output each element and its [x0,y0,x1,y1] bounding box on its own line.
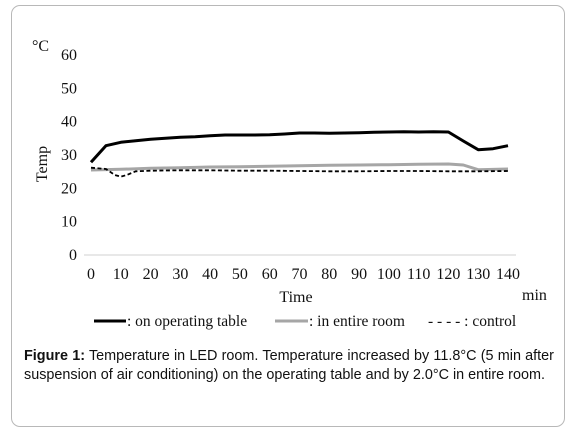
x-axis-label: Time [279,289,312,306]
x-tick-label: 100 [377,266,401,283]
legend-label-3: - - - - : control [428,313,516,330]
y-tick-label: 20 [61,180,77,197]
chart-series [89,130,509,178]
figure-frame [11,5,565,427]
y-tick-label: 30 [61,147,77,164]
x-tick-label: 60 [262,266,278,283]
y-tick-label: 40 [61,114,77,131]
x-tick-label: 120 [436,266,460,283]
series-line-2 [90,162,509,172]
x-tick-label: 0 [87,266,95,283]
y-tick-labels: 0 10 20 30 40 50 60 [61,47,77,264]
x-tick-label: 110 [407,266,430,283]
x-tick-label: 20 [143,266,159,283]
chart-legend: : on operating table : in entire room - - … [94,313,516,330]
legend-label-2: : in entire room [309,313,405,330]
y-tick-label: 50 [61,80,77,97]
y-tick-label: 60 [61,47,77,64]
series-line-3 [90,166,509,178]
x-tick-label: 90 [351,266,367,283]
y-tick-label: 10 [61,214,77,231]
legend-label-1: : on operating table [127,313,247,330]
y-unit-label: °C [32,38,49,55]
x-tick-label: 140 [496,266,520,283]
x-tick-label: 10 [113,266,129,283]
figure-caption: Figure 1: Temperature in LED room. Tempe… [24,347,554,385]
x-unit-label: min [522,287,547,304]
x-tick-label: 50 [232,266,248,283]
series-line-1 [89,130,509,164]
y-axis-label: Temp [34,146,51,182]
x-tick-label: 30 [172,266,188,283]
y-tick-label: 0 [69,247,77,264]
figure-label: Figure 1: [24,348,85,364]
figure-caption-text: Temperature in LED room. Temperature inc… [24,348,554,383]
x-tick-label: 40 [202,266,218,283]
x-tick-labels: 0 10 20 30 40 50 60 70 80 90 100 110 120 130 140 [87,266,520,283]
x-tick-label: 130 [466,266,490,283]
x-tick-label: 70 [292,266,308,283]
x-tick-label: 80 [321,266,337,283]
